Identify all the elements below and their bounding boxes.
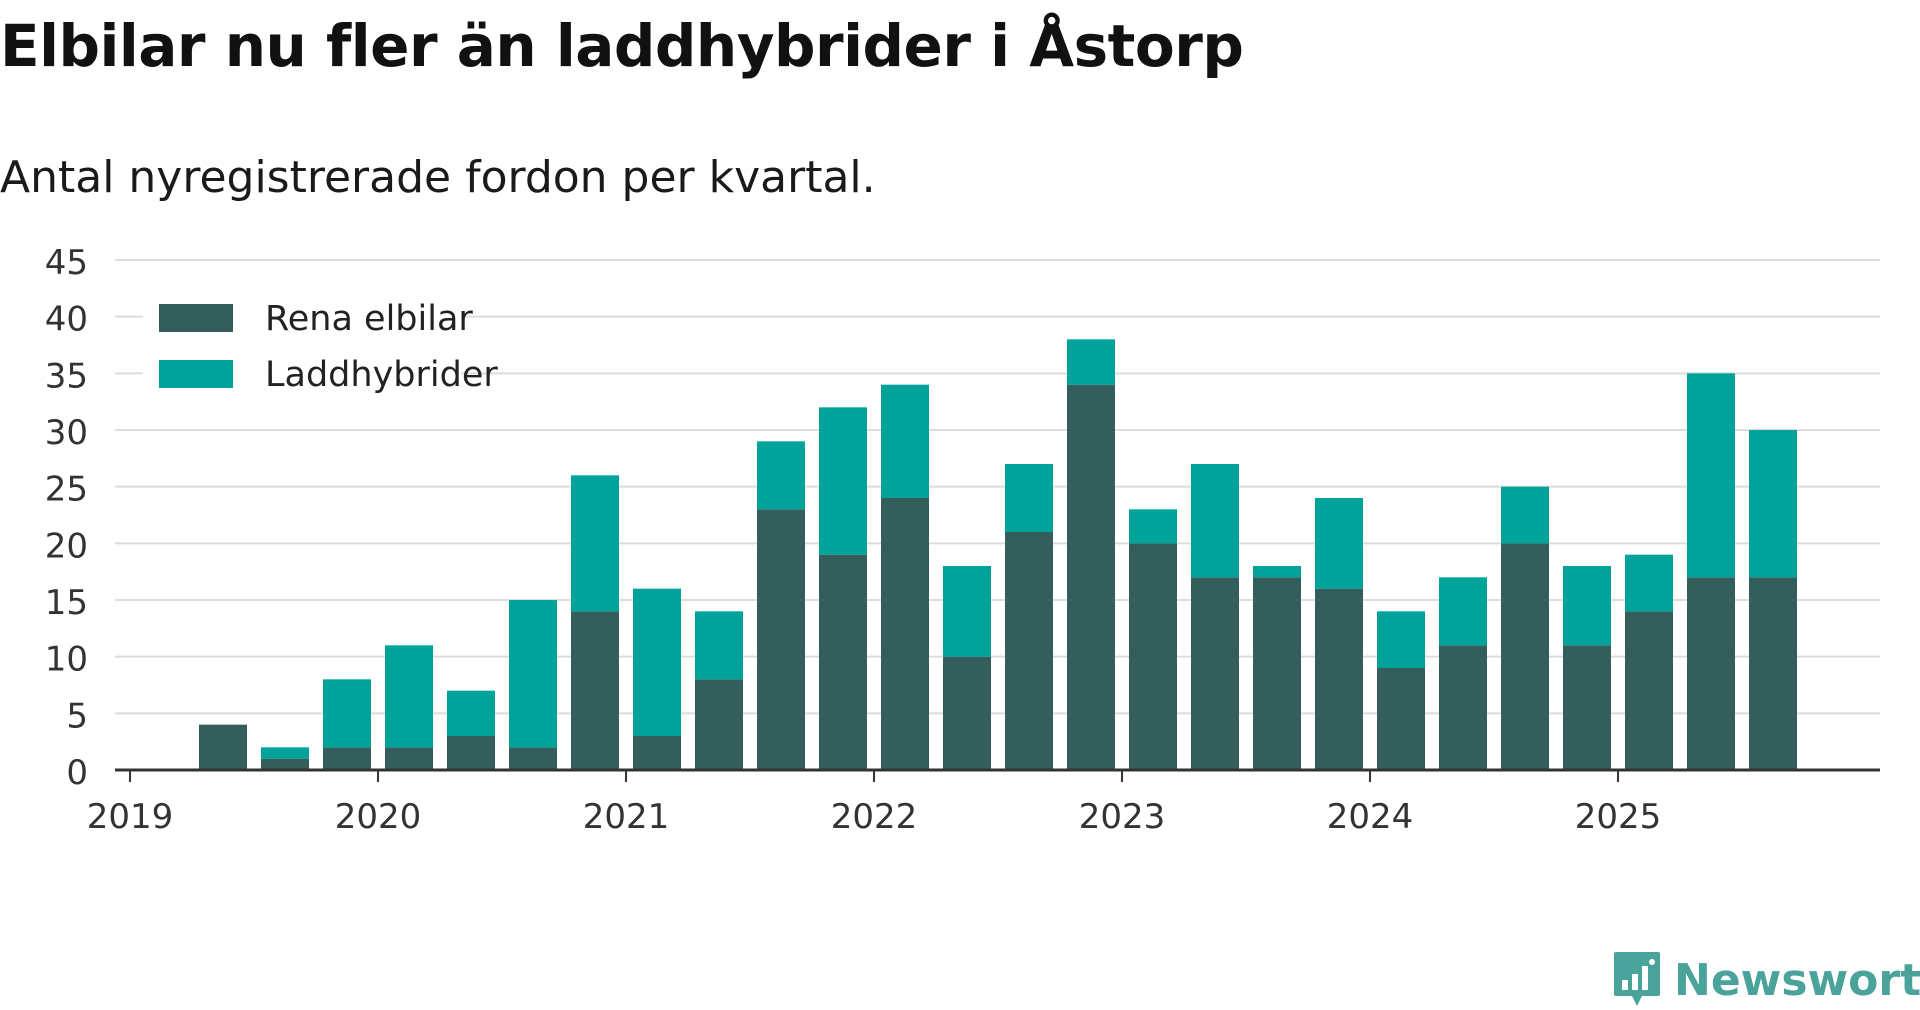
bar-laddhybrider bbox=[261, 747, 309, 759]
bar-rena-elbilar bbox=[1253, 577, 1301, 770]
bar-rena-elbilar bbox=[1067, 384, 1115, 770]
bar-laddhybrider bbox=[1377, 611, 1425, 668]
bar-rena-elbilar bbox=[881, 498, 929, 770]
y-tick-label: 45 bbox=[45, 243, 88, 283]
x-tick-label: 2024 bbox=[1327, 797, 1414, 837]
bar-laddhybrider bbox=[571, 475, 619, 612]
y-tick-label: 15 bbox=[45, 583, 88, 623]
bar-laddhybrider bbox=[1439, 577, 1487, 646]
bar-laddhybrider bbox=[1253, 566, 1301, 578]
x-tick-label: 2020 bbox=[335, 797, 422, 837]
legend-swatch bbox=[159, 360, 233, 388]
bar-laddhybrider bbox=[447, 690, 495, 736]
bar-laddhybrider bbox=[323, 679, 371, 748]
bar-laddhybrider bbox=[943, 566, 991, 657]
x-tick-label: 2022 bbox=[831, 797, 918, 837]
newsworthy-logo-icon bbox=[1614, 952, 1660, 1006]
chart-title: Elbilar nu fler än laddhybrider i Åstorp bbox=[0, 12, 1244, 80]
bar-laddhybrider bbox=[1005, 464, 1053, 532]
legend-label: Laddhybrider bbox=[265, 355, 498, 395]
y-tick-label: 30 bbox=[45, 413, 88, 453]
bar-laddhybrider bbox=[757, 441, 805, 510]
bar-laddhybrider bbox=[1129, 509, 1177, 544]
bar-rena-elbilar bbox=[1005, 532, 1053, 770]
bar-laddhybrider bbox=[1749, 430, 1797, 578]
x-tick-label: 2023 bbox=[1079, 797, 1166, 837]
bar-laddhybrider bbox=[1563, 566, 1611, 646]
bar-rena-elbilar bbox=[1439, 645, 1487, 770]
y-tick-label: 35 bbox=[45, 356, 88, 396]
bar-laddhybrider bbox=[695, 611, 743, 680]
bar-rena-elbilar bbox=[757, 509, 805, 770]
y-tick-label: 0 bbox=[66, 753, 88, 793]
bar-laddhybrider bbox=[509, 600, 557, 748]
bar-laddhybrider bbox=[881, 384, 929, 498]
chart-subtitle: Antal nyregistrerade fordon per kvartal. bbox=[0, 152, 876, 203]
legend-swatch bbox=[159, 304, 233, 332]
y-tick-label: 40 bbox=[45, 300, 88, 340]
x-tick-label: 2021 bbox=[583, 797, 670, 837]
bar-rena-elbilar bbox=[943, 656, 991, 770]
bar-rena-elbilar bbox=[1687, 577, 1735, 770]
bar-laddhybrider bbox=[633, 588, 681, 736]
bar-rena-elbilar bbox=[1501, 543, 1549, 770]
bar-rena-elbilar bbox=[1191, 577, 1239, 770]
y-tick-label: 20 bbox=[45, 526, 88, 566]
y-tick-label: 10 bbox=[45, 640, 88, 680]
bar-laddhybrider bbox=[385, 645, 433, 748]
bar-rena-elbilar bbox=[1749, 577, 1797, 770]
x-tick-label: 2025 bbox=[1575, 797, 1662, 837]
bar-rena-elbilar bbox=[261, 758, 309, 770]
bar-laddhybrider bbox=[1067, 339, 1115, 385]
bar-rena-elbilar bbox=[1315, 588, 1363, 770]
bar-rena-elbilar bbox=[571, 611, 619, 770]
brand-name: Newsworthy bbox=[1674, 954, 1920, 1006]
bar-rena-elbilar bbox=[1377, 668, 1425, 770]
bar-laddhybrider bbox=[1501, 486, 1549, 544]
bar-laddhybrider bbox=[1687, 373, 1735, 578]
bar-rena-elbilar bbox=[633, 736, 681, 770]
bar-rena-elbilar bbox=[385, 747, 433, 770]
bar-rena-elbilar bbox=[695, 679, 743, 770]
bar-laddhybrider bbox=[1625, 554, 1673, 612]
bar-laddhybrider bbox=[1315, 498, 1363, 589]
bar-rena-elbilar bbox=[447, 736, 495, 770]
bar-rena-elbilar bbox=[1563, 645, 1611, 770]
bar-rena-elbilar bbox=[199, 724, 247, 770]
bar-rena-elbilar bbox=[323, 747, 371, 770]
brand-logo: Newsworthy bbox=[1612, 950, 1920, 1010]
bar-laddhybrider bbox=[819, 407, 867, 555]
x-tick-label: 2019 bbox=[87, 797, 174, 837]
y-tick-label: 5 bbox=[66, 696, 88, 736]
bar-rena-elbilar bbox=[509, 747, 557, 770]
y-tick-label: 25 bbox=[45, 470, 88, 510]
bar-laddhybrider bbox=[1191, 464, 1239, 578]
legend-label: Rena elbilar bbox=[265, 299, 473, 339]
bar-rena-elbilar bbox=[1129, 543, 1177, 770]
bar-rena-elbilar bbox=[1625, 611, 1673, 770]
bar-rena-elbilar bbox=[819, 554, 867, 770]
